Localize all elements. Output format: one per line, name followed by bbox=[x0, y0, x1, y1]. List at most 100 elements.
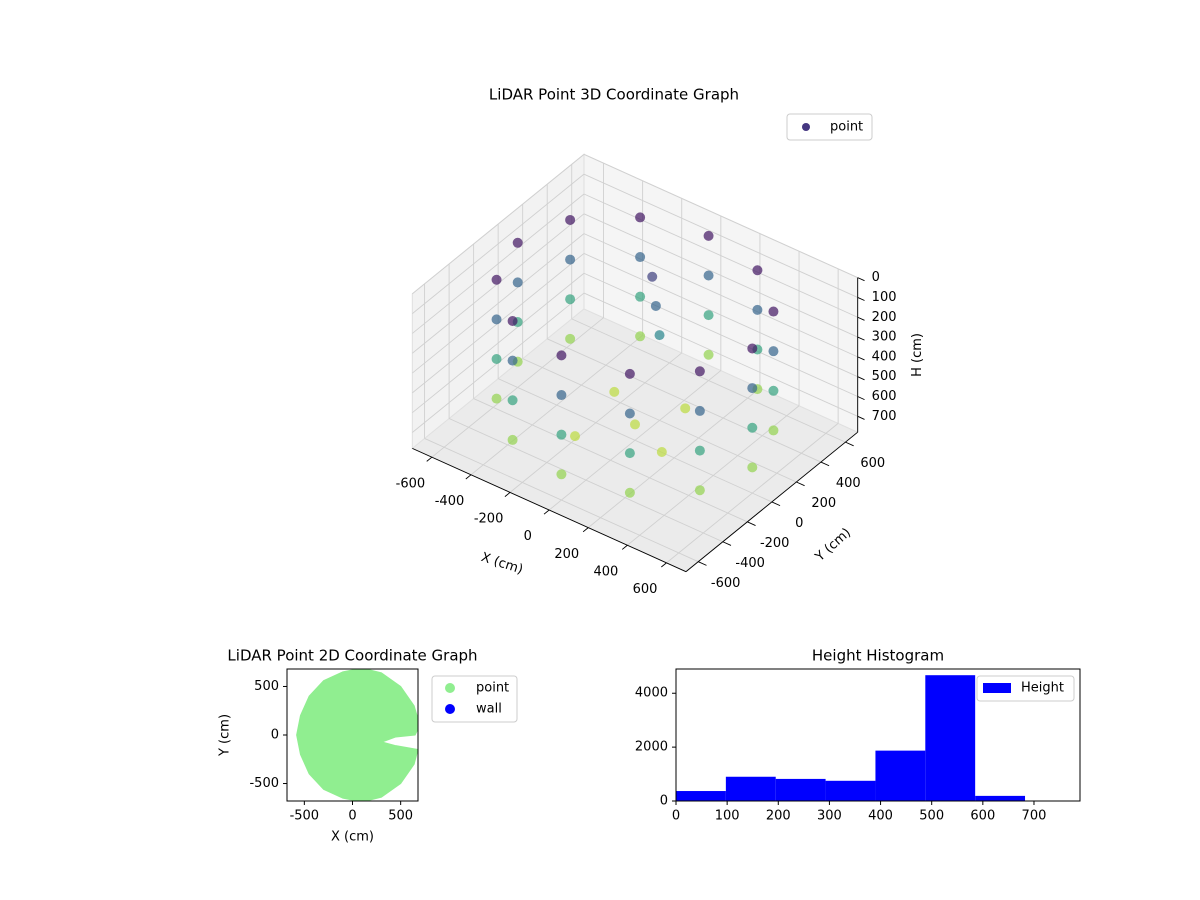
point bbox=[630, 419, 640, 430]
plot-area bbox=[296, 669, 418, 801]
tick-mark bbox=[426, 456, 433, 462]
point bbox=[752, 304, 763, 315]
tick-mark bbox=[820, 461, 830, 467]
bar bbox=[676, 791, 726, 801]
grid-line bbox=[412, 193, 585, 334]
point bbox=[656, 447, 667, 458]
grid-line bbox=[571, 318, 846, 443]
point bbox=[694, 405, 705, 416]
z-tick-label: 200 bbox=[872, 310, 897, 325]
point bbox=[556, 429, 567, 440]
legend-label: Height bbox=[1021, 681, 1064, 696]
point bbox=[747, 383, 758, 394]
tick-mark bbox=[747, 521, 756, 526]
y-tick-label: 600 bbox=[860, 456, 885, 471]
grid-line bbox=[522, 358, 797, 483]
point bbox=[624, 448, 635, 459]
tick-mark bbox=[465, 474, 472, 480]
y-tick-label: 0 bbox=[660, 794, 668, 809]
point bbox=[507, 395, 518, 406]
grid-line bbox=[547, 338, 822, 463]
tick-mark bbox=[857, 277, 865, 282]
bar bbox=[825, 780, 876, 801]
tick-mark bbox=[698, 561, 707, 566]
point bbox=[565, 214, 576, 225]
point bbox=[694, 445, 705, 456]
point bbox=[703, 310, 714, 321]
point bbox=[624, 408, 635, 419]
point bbox=[635, 331, 646, 342]
grid-line bbox=[412, 173, 585, 314]
point bbox=[624, 487, 635, 498]
point bbox=[768, 425, 779, 436]
point bbox=[507, 355, 518, 366]
x-tick-label: 300 bbox=[817, 809, 842, 824]
point bbox=[752, 265, 763, 276]
legend-marker bbox=[445, 704, 455, 714]
tick-mark bbox=[857, 415, 865, 420]
x-tick-label: 200 bbox=[766, 809, 791, 824]
y-axis-label: Y (cm) bbox=[218, 714, 233, 757]
tick-mark bbox=[857, 336, 865, 341]
grid-line bbox=[424, 438, 699, 563]
z-axis-label: H (cm) bbox=[910, 333, 925, 377]
tick-mark bbox=[504, 492, 511, 497]
point bbox=[512, 237, 523, 248]
point bbox=[768, 385, 779, 396]
x-axis-label: X (cm) bbox=[479, 550, 525, 578]
point bbox=[647, 271, 658, 282]
point bbox=[491, 314, 502, 325]
x-tick-label: 500 bbox=[388, 809, 413, 824]
z-tick-label: 400 bbox=[872, 349, 897, 364]
tick-mark bbox=[722, 541, 732, 546]
point bbox=[565, 294, 576, 305]
tick-mark bbox=[543, 509, 550, 515]
point bbox=[703, 349, 714, 360]
legend-label: wall bbox=[476, 702, 502, 717]
x-axis-line bbox=[412, 447, 687, 573]
y-tick-label: 2000 bbox=[635, 740, 668, 755]
grid-line bbox=[412, 153, 585, 295]
y-tick-label: 500 bbox=[254, 679, 279, 694]
y-tick-label: -200 bbox=[760, 536, 790, 551]
tick-mark bbox=[621, 544, 628, 550]
bar bbox=[925, 675, 976, 801]
grid-line bbox=[583, 213, 858, 338]
legend-marker bbox=[802, 123, 810, 131]
point bbox=[507, 434, 518, 445]
grid-line bbox=[497, 378, 773, 503]
point bbox=[491, 353, 502, 364]
x-tick-label: -400 bbox=[435, 494, 465, 509]
tick-mark bbox=[661, 562, 667, 568]
grid-line bbox=[583, 233, 858, 358]
bar bbox=[875, 750, 926, 801]
tick-mark bbox=[857, 396, 865, 401]
x-tick-label: -500 bbox=[290, 809, 320, 824]
x-tick-label: 400 bbox=[593, 564, 618, 579]
tick-mark bbox=[582, 527, 589, 533]
tick-mark bbox=[857, 316, 865, 321]
y-tick-label: -400 bbox=[735, 556, 765, 571]
point bbox=[694, 366, 705, 377]
x-tick-label: 0 bbox=[348, 809, 356, 824]
point-cloud bbox=[296, 669, 418, 801]
x-tick-label: 0 bbox=[672, 809, 680, 824]
y-tick-label: -500 bbox=[249, 776, 279, 791]
x-tick-label: -200 bbox=[474, 512, 504, 527]
chart-title: LiDAR Point 2D Coordinate Graph bbox=[227, 647, 477, 665]
tick-mark bbox=[771, 501, 781, 507]
point bbox=[491, 274, 502, 285]
z-tick-label: 300 bbox=[872, 330, 897, 345]
chart-title: LiDAR Point 3D Coordinate Graph bbox=[489, 86, 739, 104]
z-tick-label: 600 bbox=[872, 389, 897, 404]
y-tick-label: 0 bbox=[271, 728, 279, 743]
x-tick-label: 600 bbox=[970, 809, 995, 824]
y-tick-label: 4000 bbox=[635, 686, 668, 701]
tick-mark bbox=[857, 297, 865, 301]
tick-mark bbox=[857, 356, 865, 361]
tick-mark bbox=[845, 441, 854, 447]
legend-box bbox=[786, 113, 873, 141]
axes-frame bbox=[675, 668, 1081, 802]
tick-mark bbox=[796, 481, 805, 487]
grid-line bbox=[583, 253, 858, 378]
